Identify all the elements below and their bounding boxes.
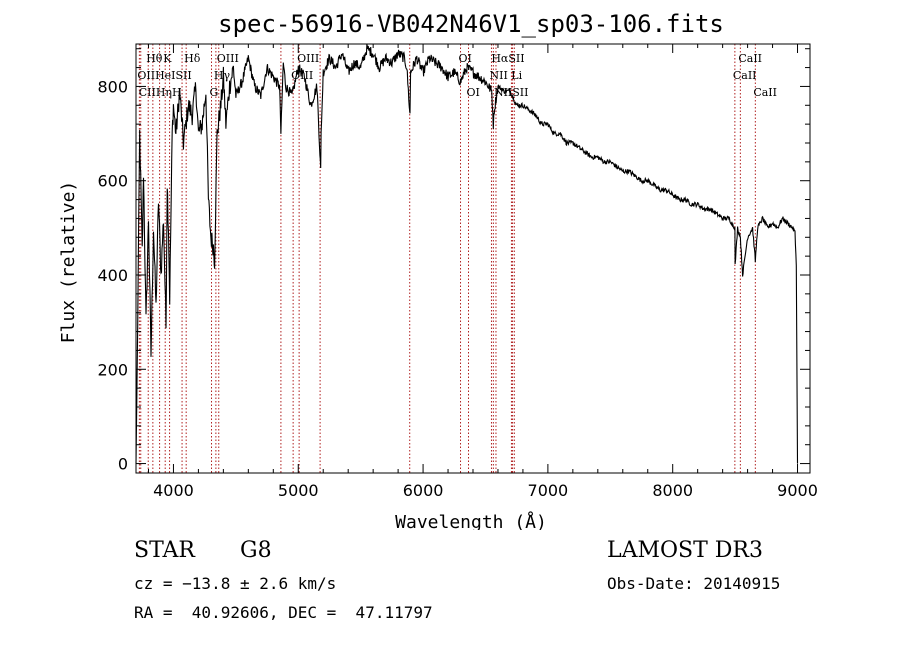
spectral-line-label: HαSII [491, 52, 524, 65]
spectral-line-label: CIIHηH [139, 86, 182, 99]
y-tick-label: 200 [97, 360, 128, 379]
plot-frame [135, 43, 811, 474]
chart-title: spec-56916-VB042N46V1_sp03-106.fits [218, 10, 724, 38]
coordinates: RA = 40.92606, DEC = 47.11797 [134, 603, 433, 622]
y-tick-label: 400 [97, 266, 128, 285]
spectral-line-label: G [210, 86, 219, 99]
y-tick-label: 800 [97, 77, 128, 96]
x-tick-label: 9000 [777, 481, 818, 500]
spectral-line-label: OIIHeISII [137, 69, 191, 82]
spectral-line-label: OI [459, 52, 472, 65]
spectral-line-label: NII Li [489, 69, 522, 82]
spectral-line-label: OIII [297, 52, 319, 65]
spectral-line-label: Hδ [184, 52, 201, 65]
x-tick-label: 7000 [528, 481, 569, 500]
x-tick-label: 5000 [278, 481, 319, 500]
spectral-line-label: OI [467, 86, 480, 99]
spectral-line-label: Hγ [214, 69, 231, 82]
x-axis-label: Wavelength (Å) [395, 511, 547, 530]
spectral-line-label: CaII [733, 69, 757, 82]
spectral-line-label: OIII [217, 52, 239, 65]
object-subclass: G8 [240, 538, 272, 563]
x-tick-label: 6000 [403, 481, 444, 500]
y-axis-label: Flux (relative) [58, 181, 79, 344]
spectrum-chart: spec-56916-VB042N46V1_sp03-106.fits Hθ K H… [58, 10, 818, 530]
y-axis-ticks: 0 200 400 600 800 [97, 48, 810, 474]
spectral-line-label: K [163, 52, 172, 65]
object-class: STAR [134, 538, 195, 563]
spectral-line-label: CaII [738, 52, 762, 65]
spectral-line-label: CaII [753, 86, 777, 99]
survey-name: LAMOST DR3 [607, 538, 763, 563]
y-tick-label: 0 [118, 455, 128, 474]
redshift-velocity: cz = −13.8 ± 2.6 km/s [134, 574, 337, 593]
y-tick-label: 600 [97, 172, 128, 191]
observation-date: Obs-Date: 20140915 [607, 574, 781, 593]
x-tick-label: 4000 [153, 481, 194, 500]
spectral-line-markers [138, 44, 756, 473]
flux-series-line [135, 43, 799, 464]
spectral-line-label: Hθ [146, 52, 163, 65]
x-axis-ticks: 4000 5000 6000 7000 8000 9000 [147, 44, 818, 500]
x-tick-label: 8000 [652, 481, 693, 500]
